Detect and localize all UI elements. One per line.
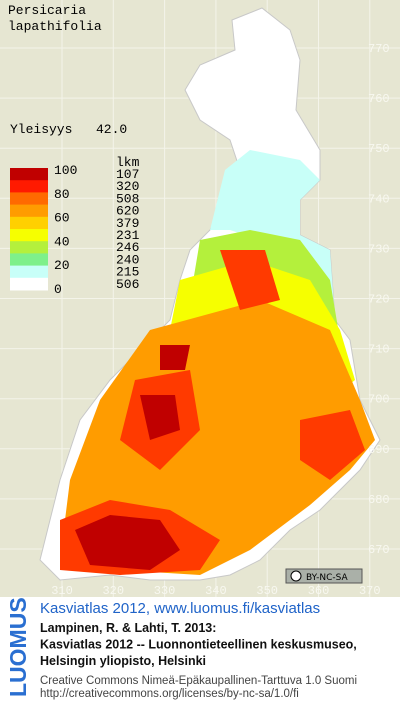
legend-scale-label: 60 [54,211,70,226]
x-label: 320 [102,584,124,598]
y-label: 750 [368,142,390,156]
y-label: 740 [368,192,390,206]
legend-count: 506 [116,277,139,292]
legend-scale-label: 40 [54,234,70,249]
zone-red [300,410,365,480]
zone-red [220,250,280,310]
y-label: 710 [368,343,390,357]
x-label: 350 [256,584,278,598]
axis-labels: 770 760 750 740 730 720 710 700 690 680 670 310 320 3… [51,42,389,598]
legend-swatch [10,265,48,279]
footer: Lampinen, R. & Lahti, T. 2013: Kasviatlas… [40,621,357,700]
footer-link: Kasviatlas 2012, www.luomus.fi/kasviatla… [40,600,320,617]
count-header: lkm [116,155,140,170]
legend-count: 107 [116,167,139,182]
legend-swatch [10,192,48,206]
frequency-value: 42.0 [96,122,127,137]
y-label: 690 [368,443,390,457]
legend-scale-label: 100 [54,163,77,178]
x-label: 340 [205,584,227,598]
logo: LUOMUS [5,597,31,697]
x-label: 370 [359,584,381,598]
y-label: 680 [368,493,390,507]
frequency-label: Yleisyys [10,122,72,137]
legend-count: 620 [116,204,139,219]
legend-swatch [10,277,48,291]
legend-swatch [10,253,48,267]
y-label: 760 [368,92,390,106]
legend-swatch [10,229,48,242]
legend-count: 231 [116,228,140,243]
y-label: 670 [368,543,390,557]
license-badge: BY-NC-SA [285,568,363,584]
legend-swatch [10,241,48,254]
legend-count: 215 [116,265,139,280]
license-text: BY-NC-SA [306,573,349,583]
citation-line: Lampinen, R. & Lahti, T. 2013: [40,621,216,635]
legend-swatch [10,204,48,218]
legend-count: 508 [116,191,139,206]
citation-line: Kasviatlas 2012 -- Luonnontieteellinen k… [40,638,357,652]
citation-line: Helsingin yliopisto, Helsinki [40,654,206,668]
license-line: Creative Commons Nimeä-Epäkaupallinen-Ta… [40,675,357,687]
legend-count: 320 [116,179,139,194]
zone-darkred [160,345,190,370]
species-title: Persicaria [8,3,86,18]
license-line: http://creativecommons.org/licenses/by-n… [40,688,299,700]
legend-swatch [10,216,48,230]
legend-swatch [10,180,48,193]
x-label: 330 [154,584,176,598]
legend-scale-label: 20 [54,258,70,273]
legend-scale-label: 80 [54,187,70,202]
y-label: 720 [368,293,390,307]
zone-darkred [75,515,180,570]
x-label: 310 [51,584,73,598]
legend-count: 246 [116,240,139,255]
legend-count: 240 [116,252,139,267]
y-label: 700 [368,393,390,407]
y-label: 730 [368,242,390,256]
legend-scale-label: 0 [54,282,62,297]
species-title: lapathifolia [8,19,102,34]
x-label: 360 [308,584,330,598]
legend-count: 379 [116,216,139,231]
zone-darkred [140,395,180,440]
legend-swatch [10,168,48,181]
y-label: 770 [368,42,390,56]
